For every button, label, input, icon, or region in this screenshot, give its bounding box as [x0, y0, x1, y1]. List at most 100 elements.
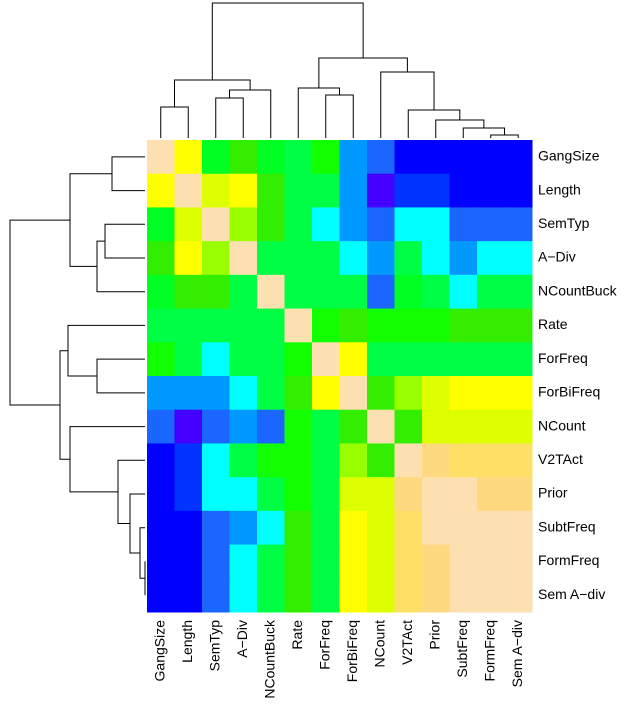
heatmap-cell	[339, 443, 368, 478]
column-label: NCount	[371, 620, 387, 668]
heatmap-cell	[367, 578, 395, 613]
heatmap-cell	[449, 308, 478, 343]
dendrogram-branch	[407, 109, 461, 138]
heatmap-cell	[394, 578, 423, 613]
heatmap-cell	[174, 140, 203, 175]
heatmap-cell	[174, 510, 203, 546]
heatmap-cell	[477, 477, 505, 512]
heatmap-cell	[257, 578, 285, 613]
heatmap-cell	[367, 477, 395, 512]
heatmap-cell	[367, 544, 395, 579]
heatmap-cell	[229, 376, 258, 411]
heatmap-cell	[394, 140, 423, 175]
heatmap-cell	[339, 342, 368, 377]
dendrogram-branch	[9, 219, 70, 406]
heatmap-cell	[284, 241, 313, 276]
heatmap-cell	[339, 510, 368, 546]
heatmap-cell	[477, 342, 505, 377]
heatmap-cell	[394, 443, 423, 478]
heatmap-cell	[312, 409, 340, 444]
column-label: Length	[179, 620, 195, 663]
heatmap-cell	[449, 578, 478, 613]
heatmap-cell	[504, 207, 533, 242]
heatmap-cell	[504, 409, 533, 444]
heatmap-cell	[394, 308, 423, 343]
heatmap-cell	[229, 578, 258, 613]
heatmap-cell	[477, 510, 505, 546]
heatmap-cell	[394, 544, 423, 579]
heatmap-cell	[202, 207, 230, 242]
heatmap-cell	[449, 140, 478, 175]
heatmap-cell	[147, 409, 175, 444]
heatmap-cell	[367, 510, 395, 546]
heatmap-cell	[147, 510, 175, 546]
dendrogram-branch	[229, 89, 272, 138]
heatmap-cell	[422, 578, 450, 613]
dendrogram-branch	[111, 156, 145, 192]
heatmap-cell	[339, 308, 368, 343]
heatmap-cell	[229, 510, 258, 546]
heatmap-cell	[504, 443, 533, 478]
heatmap-cell	[394, 241, 423, 276]
heatmap-cell	[174, 376, 203, 411]
dendrogram-branch	[69, 426, 145, 493]
heatmap-cell	[229, 409, 258, 444]
heatmap-cell	[367, 376, 395, 411]
heatmap-cell	[229, 274, 258, 310]
heatmap-cell	[504, 342, 533, 377]
heatmap-cell	[449, 477, 478, 512]
dendrogram-branch	[380, 71, 435, 138]
dendrograms	[9, 2, 519, 596]
heatmap-cell	[422, 376, 450, 411]
heatmap-cell	[202, 409, 230, 444]
heatmap-cell	[504, 578, 533, 613]
heatmap-cell	[394, 477, 423, 512]
heatmap-cell	[229, 140, 258, 175]
row-label: NCountBuck	[538, 282, 618, 298]
heatmap-cell	[312, 140, 340, 175]
heatmap-cell	[174, 544, 203, 579]
heatmap-cell	[449, 241, 478, 276]
heatmap-cell	[312, 173, 340, 208]
heatmap-cell	[174, 241, 203, 276]
heatmap-cell	[449, 409, 478, 444]
heatmap-cell	[394, 207, 423, 242]
heatmap-cell	[339, 544, 368, 579]
heatmap-cell	[229, 241, 258, 276]
dendrogram-branch	[160, 106, 189, 138]
heatmap-cell	[367, 274, 395, 310]
heatmap-cell	[367, 241, 395, 276]
heatmap-cell	[477, 544, 505, 579]
heatmap-cell	[367, 140, 395, 175]
dendrogram-branch	[174, 79, 251, 107]
heatmap-cell	[367, 409, 395, 444]
row-label: SemTyp	[538, 215, 590, 231]
column-label: ForBiFreq	[344, 620, 360, 682]
heatmap-cell	[477, 308, 505, 343]
dendrogram-branch	[96, 358, 145, 394]
heatmap-cell	[504, 140, 533, 175]
dendrogram-branch	[129, 493, 145, 554]
heatmap-cell	[147, 578, 175, 613]
heatmap-cell	[147, 274, 175, 310]
dendrogram-branch	[325, 94, 354, 138]
heatmap-cell	[174, 274, 203, 310]
heatmap-cell	[147, 376, 175, 411]
heatmap-cell	[202, 308, 230, 343]
heatmap-cell	[229, 477, 258, 512]
row-label: Sem A−div	[538, 586, 605, 602]
heatmap-cell	[284, 477, 313, 512]
heatmap-cell	[477, 443, 505, 478]
heatmap-cell	[339, 140, 368, 175]
heatmap-cell	[174, 578, 203, 613]
heatmap-cell	[312, 308, 340, 343]
heatmap-cell	[257, 376, 285, 411]
row-label: ForFreq	[538, 350, 588, 366]
heatmap-cell	[312, 443, 340, 478]
heatmap-cell	[257, 308, 285, 343]
heatmap-cell	[257, 173, 285, 208]
heatmap-cell	[477, 140, 505, 175]
heatmap-cell	[367, 308, 395, 343]
dendrogram-branch	[318, 57, 408, 88]
